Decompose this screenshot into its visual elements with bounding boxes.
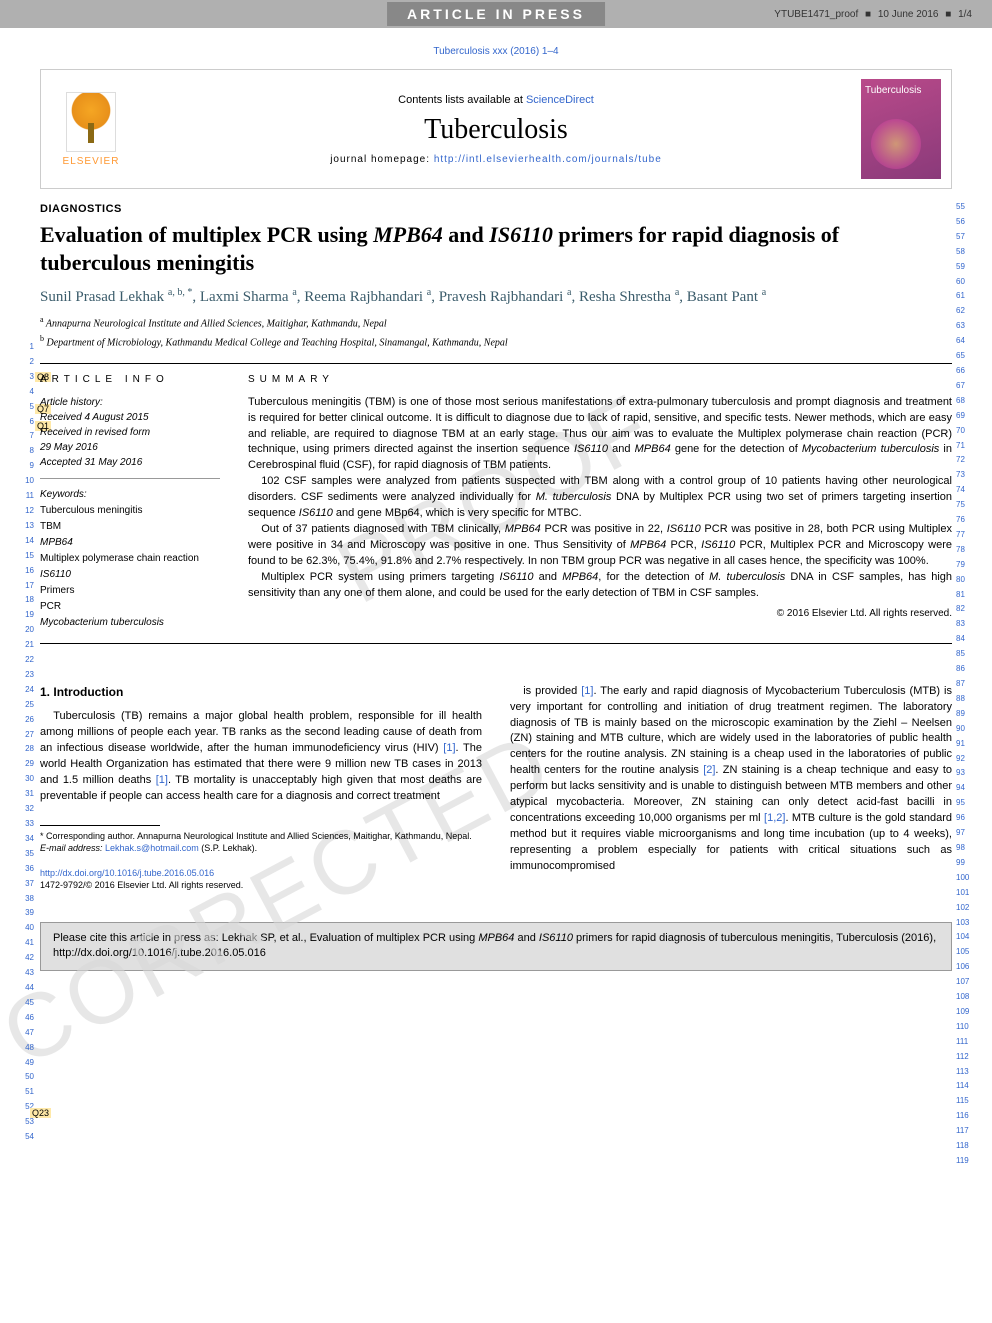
author: Basant Pant a: [687, 289, 766, 305]
rule-top: [40, 363, 952, 364]
title-part-1: Evaluation of multiplex PCR using: [40, 222, 373, 247]
article-title: Evaluation of multiplex PCR using MPB64 …: [40, 221, 952, 276]
journal-masthead: ELSEVIER Contents lists available at Sci…: [40, 69, 952, 189]
publisher-logo-block: ELSEVIER: [41, 70, 141, 188]
keyword: TBM: [40, 519, 220, 535]
doi-block: http://dx.doi.org/10.1016/j.tube.2016.05…: [40, 867, 482, 892]
journal-cover-thumb: Tuberculosis: [861, 79, 941, 179]
summary-para: Tuberculous meningitis (TBM) is one of t…: [248, 395, 952, 475]
masthead-center: Contents lists available at ScienceDirec…: [141, 70, 851, 188]
email-link[interactable]: Lekhak.s@hotmail.com: [105, 843, 199, 853]
history-revised: Received in revised form: [40, 425, 220, 440]
line-numbers-left: 1234567891011121314151617181920212223242…: [16, 340, 34, 1145]
citation-box: Please cite this article in press as: Le…: [40, 922, 952, 971]
summary-para: 102 CSF samples were analyzed from patie…: [248, 474, 952, 522]
article-info-head: ARTICLE INFO: [40, 374, 220, 385]
article-type: DIAGNOSTICS: [40, 203, 952, 215]
elsevier-tree-icon: [66, 92, 116, 152]
query-marker-q23: Q23: [30, 1108, 51, 1118]
journal-name: Tuberculosis: [424, 114, 568, 146]
email-who: (S.P. Lekhak).: [199, 843, 257, 853]
summary-col: SUMMARY Tuberculous meningitis (TBM) is …: [248, 374, 952, 631]
history-revised-date: 29 May 2016: [40, 440, 220, 455]
title-part-mid: and: [443, 222, 489, 247]
history-label: Article history:: [40, 395, 220, 410]
summary-para: Multiplex PCR system using primers targe…: [248, 570, 952, 602]
keywords-label: Keywords:: [40, 487, 220, 503]
summary-para: Out of 37 patients diagnosed with TBM cl…: [248, 522, 952, 570]
keyword: MPB64: [40, 535, 220, 551]
footnote-separator: [40, 825, 160, 826]
summary-copyright: © 2016 Elsevier Ltd. All rights reserved…: [248, 608, 952, 619]
keyword: IS6110: [40, 567, 220, 583]
cite-mid: and: [514, 932, 538, 944]
publisher-name: ELSEVIER: [63, 156, 120, 167]
banner-title: ARTICLE IN PRESS: [387, 2, 605, 26]
summary-text: Tuberculous meningitis (TBM) is one of t…: [248, 395, 952, 602]
section-1-title: Introduction: [53, 685, 123, 699]
proof-banner: ARTICLE IN PRESS YTUBE1471_proof ■ 10 Ju…: [0, 0, 992, 28]
affiliation: b Department of Microbiology, Kathmandu …: [40, 333, 952, 350]
article-info-col: ARTICLE INFO Article history: Received 4…: [40, 374, 220, 631]
homepage-line: journal homepage: http://intl.elsevierhe…: [330, 154, 662, 165]
proof-page: 1/4: [958, 9, 972, 20]
author: Resha Shrestha a: [579, 289, 679, 305]
section-1-num: 1.: [40, 685, 50, 699]
homepage-link[interactable]: http://intl.elsevierhealth.com/journals/…: [434, 154, 662, 165]
info-summary-row: ARTICLE INFO Article history: Received 4…: [40, 374, 952, 631]
keywords-block: Keywords: Tuberculous meningitisTBMMPB64…: [40, 487, 220, 631]
sciencedirect-link[interactable]: ScienceDirect: [526, 94, 594, 106]
article-history: Article history: Received 4 August 2015 …: [40, 395, 220, 479]
affiliation-list: a Annapurna Neurological Institute and A…: [40, 314, 952, 351]
issn-copyright: 1472-9792/© 2016 Elsevier Ltd. All right…: [40, 879, 482, 892]
affiliation: a Annapurna Neurological Institute and A…: [40, 314, 952, 331]
keyword: Mycobacterium tuberculosis: [40, 615, 220, 631]
line-numbers-right: 5556575859606162636465666768697071727374…: [956, 200, 976, 1169]
cite-gene-2: IS6110: [539, 932, 573, 944]
intro-para-1: Tuberculosis (TB) remains a major global…: [40, 709, 482, 805]
keyword: Primers: [40, 583, 220, 599]
author: Pravesh Rajbhandari a: [439, 289, 572, 305]
corresponding-footnote: * Corresponding author. Annapurna Neurol…: [40, 830, 482, 843]
cover-block: Tuberculosis: [851, 70, 951, 188]
email-footnote: E-mail address: Lekhak.s@hotmail.com (S.…: [40, 842, 482, 855]
section-1-head: 1. Introduction: [40, 684, 482, 701]
homepage-prefix: journal homepage:: [330, 154, 434, 165]
running-head: Tuberculosis xxx (2016) 1–4: [40, 46, 952, 57]
cite-prefix: Please cite this article in press as: Le…: [53, 932, 478, 944]
keyword: PCR: [40, 599, 220, 615]
summary-head: SUMMARY: [248, 374, 952, 385]
cover-label: Tuberculosis: [865, 85, 921, 96]
cite-gene-1: MPB64: [478, 932, 514, 944]
history-received: Received 4 August 2015: [40, 410, 220, 425]
proof-id: YTUBE1471_proof: [774, 9, 858, 20]
body-columns: 1. Introduction Tuberculosis (TB) remain…: [40, 684, 952, 892]
title-gene-1: MPB64: [373, 222, 443, 247]
contents-prefix: Contents lists available at: [398, 94, 526, 106]
intro-para-2: is provided [1]. The early and rapid dia…: [510, 684, 952, 875]
page-content: PROOF CORRECTED 123456789101112131415161…: [0, 28, 992, 902]
banner-proof-info: YTUBE1471_proof ■ 10 June 2016 ■ 1/4: [774, 9, 992, 20]
rule-mid: [40, 643, 952, 644]
author: Reema Rajbhandari a: [304, 289, 431, 305]
author: Sunil Prasad Lekhak a, b, *: [40, 289, 192, 305]
contents-line: Contents lists available at ScienceDirec…: [398, 94, 594, 106]
history-accepted: Accepted 31 May 2016: [40, 455, 220, 470]
keyword: Tuberculous meningitis: [40, 503, 220, 519]
author: Laxmi Sharma a: [200, 289, 297, 305]
keyword: Multiplex polymerase chain reaction: [40, 551, 220, 567]
author-list: Sunil Prasad Lekhak a, b, *, Laxmi Sharm…: [40, 286, 952, 308]
email-label: E-mail address:: [40, 843, 105, 853]
proof-date: 10 June 2016: [878, 9, 939, 20]
title-gene-2: IS6110: [489, 222, 553, 247]
doi-link[interactable]: http://dx.doi.org/10.1016/j.tube.2016.05…: [40, 867, 482, 880]
